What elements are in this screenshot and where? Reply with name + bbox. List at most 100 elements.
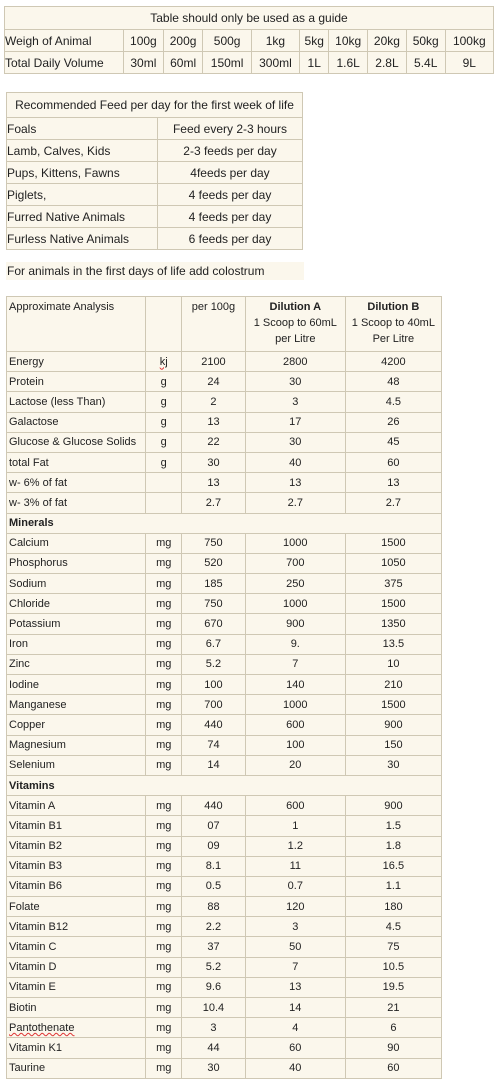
nutrient-name: Vitamin D xyxy=(5,956,147,978)
per100-value: 24 xyxy=(181,371,246,393)
nutrient-name: Vitamin B6 xyxy=(5,875,147,898)
dilution-a-value: 17 xyxy=(244,411,346,433)
nutrient-unit: mg xyxy=(145,956,183,978)
mineral-row: Iodine mg 100 140 210 xyxy=(5,673,443,696)
per100-value: 10.4 xyxy=(181,996,246,1019)
nutrient-name: Potassium xyxy=(5,613,147,635)
nutrient-row: Energy kj 2100 2800 4200 xyxy=(5,350,443,373)
dilution-a-value: 900 xyxy=(244,613,346,635)
dilution-b-value: 13 xyxy=(344,472,443,494)
per100-value: 13 xyxy=(181,472,246,494)
per100-value: 44 xyxy=(181,1037,246,1059)
volume-cell: 5.4L xyxy=(405,51,446,74)
nutrient-unit: mg xyxy=(145,996,183,1019)
dilution-b-value: 21 xyxy=(344,996,443,1019)
dilution-b-value: 26 xyxy=(344,411,443,433)
dilution-b-value: 1500 xyxy=(344,694,443,716)
nutrient-unit: mg xyxy=(145,936,183,958)
volume-cell: 9L xyxy=(444,51,495,74)
nutrient-unit: mg xyxy=(145,694,183,716)
per100-value: 440 xyxy=(181,795,246,817)
dilution-a-value: 1000 xyxy=(244,694,346,716)
nutrient-name: Calcium xyxy=(5,532,147,554)
volume-cell: 1.6L xyxy=(328,51,369,74)
nutrient-unit: mg xyxy=(145,613,183,635)
nutrient-name: Vitamin K1 xyxy=(5,1037,147,1059)
nutrient-row: Protein g 24 30 48 xyxy=(5,371,443,393)
feed-caption: Recommended Feed per day for the first w… xyxy=(6,92,303,118)
dilution-a-value: 50 xyxy=(244,936,346,958)
weight-cell: 100kg xyxy=(444,29,495,52)
analysis-table: Approximate Analysis per 100g Dilution A… xyxy=(5,296,443,1079)
dilution-a-value: 1.2 xyxy=(244,835,346,857)
mineral-row: Calcium mg 750 1000 1500 xyxy=(5,532,443,554)
nutrient-name: Sodium xyxy=(5,573,147,595)
feed-animal: Pups, Kittens, Fawns xyxy=(6,161,158,184)
nutrient-name: Vitamin B2 xyxy=(5,835,147,857)
dilution-a-value: 20 xyxy=(244,754,346,776)
dilution-b-value: 210 xyxy=(344,673,443,696)
feed-frequency: 6 feeds per day xyxy=(157,227,303,250)
nutrient-name: Taurine xyxy=(5,1057,147,1079)
dilution-b-sub2: Per Litre xyxy=(372,333,415,345)
nutrient-name: Biotin xyxy=(5,996,147,1019)
dilution-a-value: 40 xyxy=(244,451,346,474)
dilution-b-value: 1350 xyxy=(344,613,443,635)
dilution-a-value: 30 xyxy=(244,431,346,453)
dilution-a-value: 30 xyxy=(244,371,346,393)
nutrient-unit: g xyxy=(145,451,183,474)
nutrient-name: Copper xyxy=(5,714,147,736)
mineral-row: Sodium mg 185 250 375 xyxy=(5,573,443,595)
mineral-row: Phosphorus mg 520 700 1050 xyxy=(5,552,443,575)
nutrient-unit: mg xyxy=(145,532,183,554)
feed-frequency: 2-3 feeds per day xyxy=(157,139,303,162)
nutrient-unit: mg xyxy=(145,573,183,595)
nutrient-name: Folate xyxy=(5,896,147,918)
feed-table: Recommended Feed per day for the first w… xyxy=(6,92,303,250)
nutrient-name: Zinc xyxy=(5,653,147,676)
feed-animal: Piglets, xyxy=(6,183,158,206)
nutrient-unit: kj xyxy=(145,350,183,373)
dilution-a-value: 3 xyxy=(244,916,346,938)
per100-value: 9.6 xyxy=(181,976,246,999)
feed-row: Piglets, 4 feeds per day xyxy=(6,183,303,206)
vitamin-row: Taurine mg 30 40 60 xyxy=(5,1057,443,1079)
vitamin-row: Folate mg 88 120 180 xyxy=(5,896,443,918)
nutrient-row: w- 3% of fat 2.7 2.7 2.7 xyxy=(5,492,443,514)
dilution-b-value: 75 xyxy=(344,936,443,958)
dilution-a-value: 0.7 xyxy=(244,875,346,898)
nutrient-unit: mg xyxy=(145,835,183,857)
nutrient-unit: mg xyxy=(145,593,183,615)
nutrient-name: Vitamin C xyxy=(5,936,147,958)
nutrient-name: Glucose & Glucose Solids xyxy=(5,431,147,453)
per100-value: 6.7 xyxy=(181,633,246,655)
dilution-a-value: 1 xyxy=(244,815,346,837)
header-unit xyxy=(145,296,183,352)
nutrient-unit: mg xyxy=(145,875,183,898)
per100-value: 700 xyxy=(181,694,246,716)
nutrient-name: Vitamin E xyxy=(5,976,147,999)
dilution-b-value: 1.1 xyxy=(344,875,443,898)
guide-caption-row: Table should only be used as a guide xyxy=(4,6,494,30)
dilution-a-value: 7 xyxy=(244,956,346,978)
weight-row: Weigh of Animal 100g 200g 500g 1kg 5kg 10kg 20… xyxy=(4,29,495,52)
feed-row: Foals Feed every 2-3 hours xyxy=(6,117,303,140)
per100-value: 30 xyxy=(181,451,246,474)
mineral-row: Chloride mg 750 1000 1500 xyxy=(5,593,443,615)
nutrient-unit: mg xyxy=(145,1017,183,1039)
vitamin-row: Vitamin B1 mg 07 1 1.5 xyxy=(5,815,443,837)
feed-frequency: 4 feeds per day xyxy=(157,205,303,228)
nutrient-name: Phosphorus xyxy=(5,552,147,575)
weight-cell: 100g xyxy=(123,29,164,52)
per100-value: 520 xyxy=(181,552,246,575)
feed-animal: Furred Native Animals xyxy=(6,205,158,228)
dilution-a-sub1: 1 Scoop to 60mL xyxy=(253,317,337,329)
dilution-a-value: 100 xyxy=(244,734,346,756)
dilution-a-value: 600 xyxy=(244,714,346,736)
per100-value: 185 xyxy=(181,573,246,595)
dilution-a-value: 2800 xyxy=(244,350,346,373)
nutrient-unit: mg xyxy=(145,754,183,776)
per100-value: 440 xyxy=(181,714,246,736)
nutrient-name: Vitamin B12 xyxy=(5,916,147,938)
